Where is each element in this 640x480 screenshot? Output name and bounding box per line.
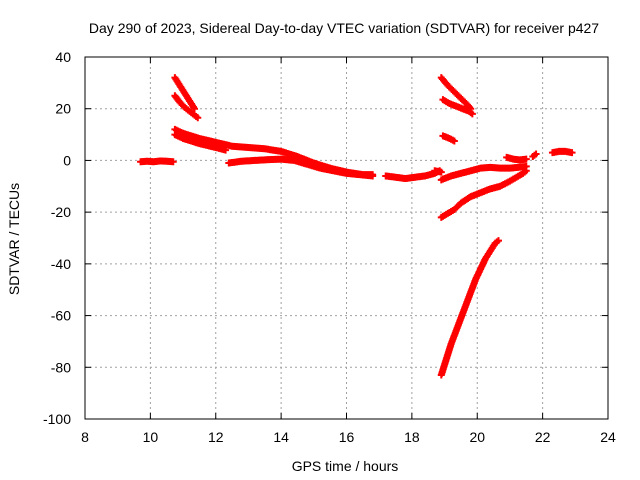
series-seg-o [503, 153, 530, 164]
x-tick-label: 10 [143, 429, 159, 445]
x-tick-label: 16 [339, 429, 355, 445]
axes: 8 10 12 14 16 18 20 22 24 -100 -80 -60 -40 -20 0 20 40 [43, 49, 616, 445]
series-seg-n [437, 237, 502, 379]
x-tick-label: 8 [81, 429, 89, 445]
x-tick-label: 20 [469, 429, 485, 445]
data-point [191, 105, 199, 113]
series-seg-p [529, 150, 540, 161]
x-tick-label: 24 [600, 429, 616, 445]
x-tick-label: 22 [535, 429, 551, 445]
series-seg-l [437, 162, 530, 184]
y-tick-label: 20 [55, 101, 71, 117]
data-point [522, 167, 530, 175]
y-tick-label: -60 [51, 308, 71, 324]
x-tick-label: 18 [404, 429, 420, 445]
y-tick-label: 40 [55, 49, 71, 65]
series-seg-c [171, 92, 202, 122]
series-seg-f [225, 155, 377, 180]
data-point [222, 146, 230, 154]
data-point [522, 155, 530, 163]
y-tick-label: -100 [43, 411, 71, 427]
x-tick-label: 14 [273, 429, 289, 445]
x-axis-label: GPS time / hours [292, 458, 399, 474]
data-point [369, 172, 377, 180]
data-point [450, 137, 458, 145]
series-seg-j [439, 96, 476, 118]
y-tick-label: -40 [51, 256, 71, 272]
y-tick-label: -80 [51, 359, 71, 375]
series-seg-a [137, 157, 177, 166]
y-axis-label: SDTVAR / TECUs [6, 183, 22, 295]
series-seg-m [437, 167, 530, 221]
data-point [194, 114, 202, 122]
y-tick-label: 0 [63, 152, 71, 168]
series-seg-e [171, 131, 230, 154]
chart-title: Day 290 of 2023, Sidereal Day-to-day VTE… [89, 20, 599, 36]
x-tick-label: 12 [208, 429, 224, 445]
series-seg-k [439, 132, 458, 145]
grid [85, 57, 608, 419]
data-point [494, 237, 502, 245]
data-point [169, 158, 177, 166]
series-seg-b [171, 74, 199, 113]
data-points [137, 74, 576, 379]
series-seg-h [431, 167, 445, 176]
y-tick-label: -20 [51, 204, 71, 220]
data-point [568, 149, 576, 157]
data-point [532, 150, 540, 158]
data-point [437, 168, 445, 176]
data-point [468, 110, 476, 118]
series-seg-q [548, 147, 576, 157]
